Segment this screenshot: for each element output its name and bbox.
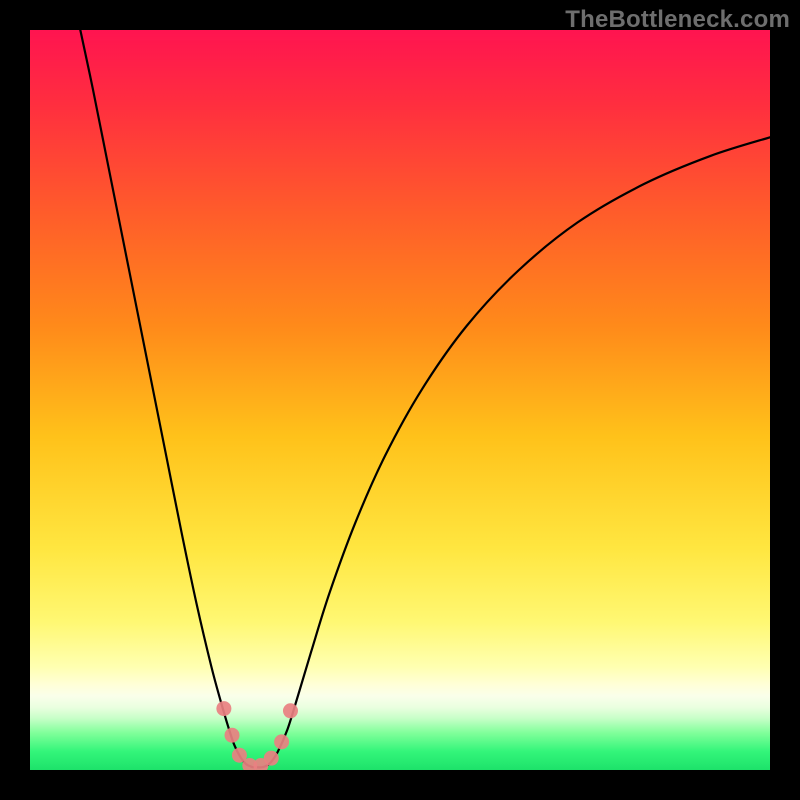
curve-right [252, 137, 770, 767]
data-marker [225, 728, 240, 743]
data-marker [274, 734, 289, 749]
chart-curve-layer [30, 30, 770, 770]
outer-frame: TheBottleneck.com [0, 0, 800, 800]
curve-left [80, 30, 252, 767]
watermark-text: TheBottleneck.com [565, 6, 790, 34]
data-marker [264, 751, 279, 766]
plot-area [30, 30, 770, 770]
data-marker [283, 703, 298, 718]
data-marker [216, 701, 231, 716]
